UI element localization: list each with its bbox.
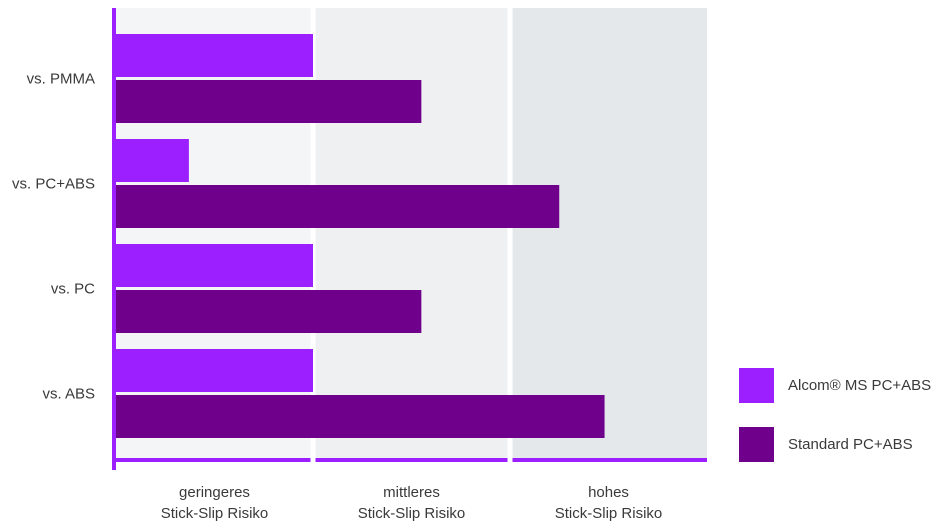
x-axis-segment-2 bbox=[512, 458, 707, 462]
category-label-1: vs. PC+ABS bbox=[12, 176, 95, 193]
bars bbox=[116, 34, 605, 438]
axes bbox=[112, 8, 707, 470]
x-axis-segment-1 bbox=[315, 458, 508, 462]
category-label-3: vs. ABS bbox=[42, 386, 95, 403]
bar-standard-2 bbox=[116, 290, 422, 333]
legend-label-1: Standard PC+ABS bbox=[788, 436, 913, 453]
bar-alcom-3 bbox=[116, 349, 313, 392]
zone-label-line1-0: geringeres bbox=[179, 484, 250, 501]
zone-label-line2-1: Stick-Slip Risiko bbox=[358, 505, 466, 522]
legend: Alcom® MS PC+ABS Standard PC+ABS bbox=[739, 368, 931, 462]
x-axis-segment-0 bbox=[116, 458, 311, 462]
bar-alcom-1 bbox=[116, 139, 189, 182]
risk-zone-1 bbox=[315, 8, 508, 462]
zone-label-line2-2: Stick-Slip Risiko bbox=[555, 505, 663, 522]
bar-standard-0 bbox=[116, 80, 422, 123]
risk-zone-2 bbox=[512, 8, 707, 462]
bar-alcom-2 bbox=[116, 244, 313, 287]
zone-label-line2-0: Stick-Slip Risiko bbox=[161, 505, 269, 522]
zone-label-line1-2: hohes bbox=[588, 484, 629, 501]
legend-label-0: Alcom® MS PC+ABS bbox=[788, 377, 931, 394]
category-label-0: vs. PMMA bbox=[27, 71, 95, 88]
bar-standard-3 bbox=[116, 395, 605, 438]
zone-label-line1-1: mittleres bbox=[383, 484, 440, 501]
y-axis-line bbox=[112, 8, 116, 470]
legend-swatch-1 bbox=[739, 427, 774, 462]
category-label-2: vs. PC bbox=[51, 281, 95, 298]
labels: geringeres Stick-Slip Risiko mittleres Stic… bbox=[12, 71, 662, 523]
bar-alcom-0 bbox=[116, 34, 313, 77]
bar-standard-1 bbox=[116, 185, 560, 228]
legend-swatch-0 bbox=[739, 368, 774, 403]
